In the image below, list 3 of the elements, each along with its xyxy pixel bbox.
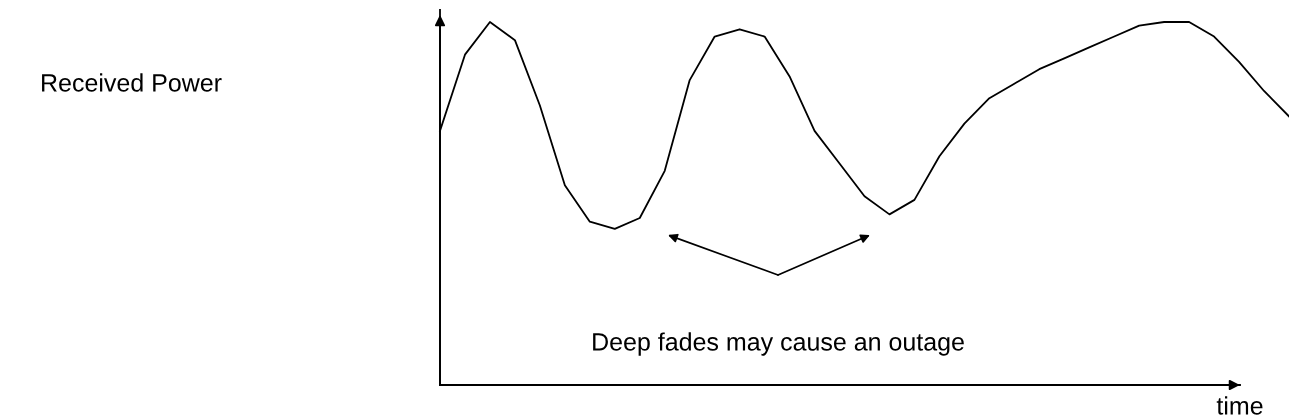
text: Received Power (42, 73, 222, 92)
annotation: Deep fades may cause an outage (593, 332, 964, 356)
x-axis-title: time (1216, 396, 1263, 415)
